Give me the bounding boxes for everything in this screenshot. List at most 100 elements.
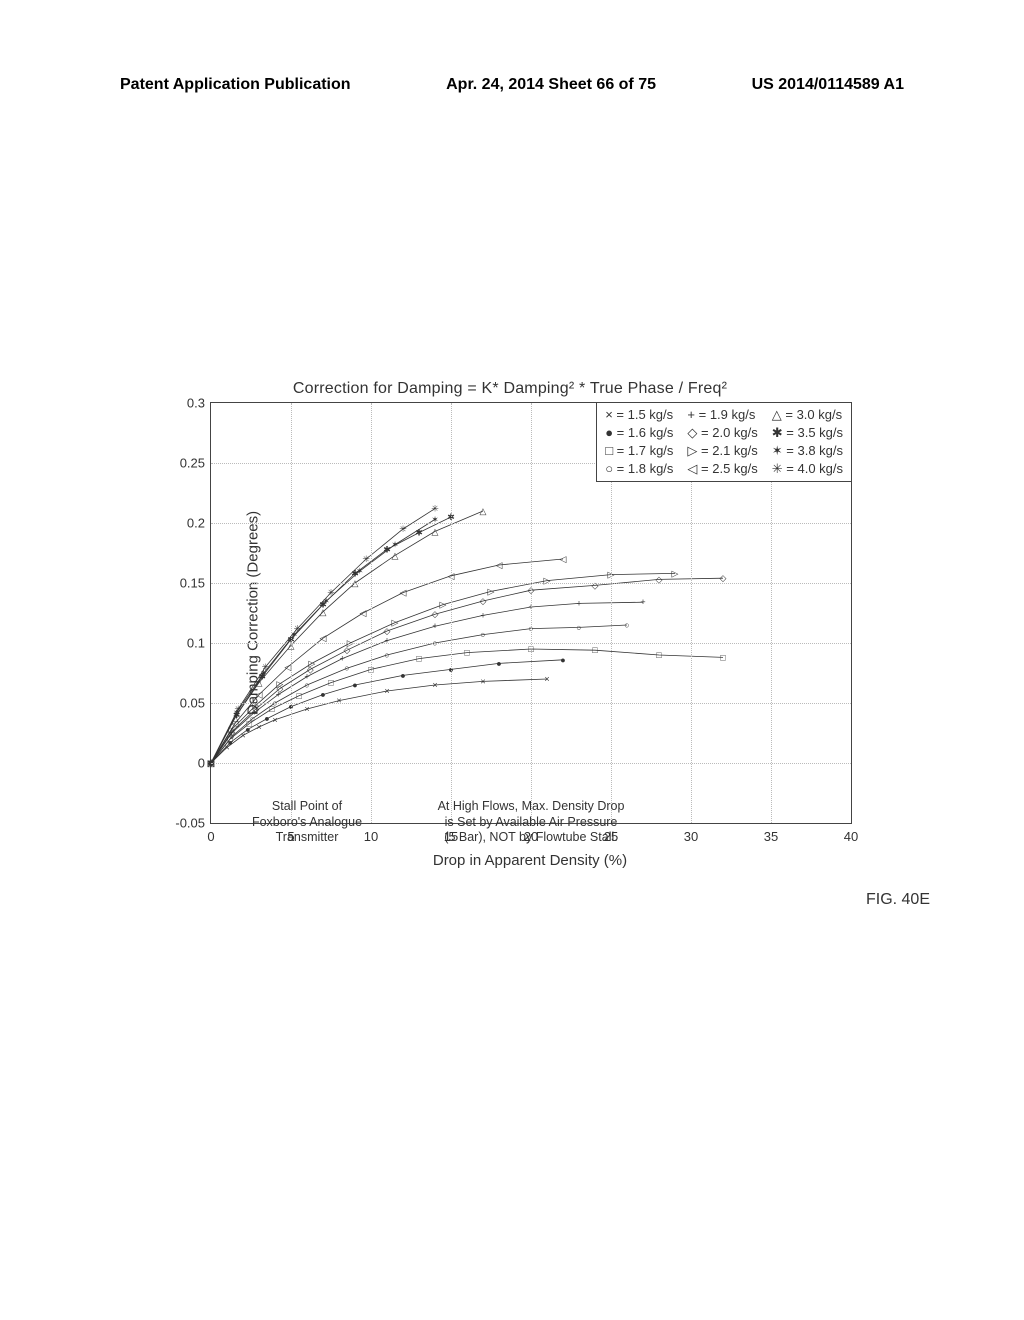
series-marker: × — [336, 696, 341, 706]
series-marker: ▷ — [544, 576, 551, 586]
plot-area: Damping Correction (Degrees) ×××××××××××… — [210, 402, 852, 824]
legend-item: ● = 1.6 kg/s — [605, 425, 673, 441]
series-marker: △ — [432, 526, 439, 536]
series-marker: ● — [400, 670, 405, 680]
chart-container: Correction for Damping = K* Damping² * T… — [130, 380, 890, 869]
legend-item: × = 1.5 kg/s — [605, 407, 673, 423]
y-tick-label: 0.15 — [180, 576, 205, 591]
y-tick-label: -0.05 — [175, 816, 205, 831]
series-marker: ✳ — [362, 554, 370, 564]
series-marker: ◁ — [360, 608, 367, 618]
series-marker: + — [576, 598, 581, 608]
chart-title: Correction for Damping = K* Damping² * T… — [130, 380, 890, 398]
series-marker: □ — [592, 645, 598, 655]
series-marker: ○ — [384, 650, 389, 660]
legend-item: ◁ = 2.5 kg/s — [687, 461, 757, 477]
legend-item: ✱ = 3.5 kg/s — [772, 425, 843, 441]
y-tick-label: 0.3 — [187, 396, 205, 411]
series-marker: □ — [656, 650, 662, 660]
series-marker: + — [480, 610, 485, 620]
series-marker: × — [480, 676, 485, 686]
series-marker: △ — [480, 506, 487, 516]
series-marker: △ — [392, 550, 399, 560]
series-marker: ○ — [344, 663, 349, 673]
figure-label: FIG. 40E — [866, 891, 930, 909]
series-marker: ◁ — [496, 560, 503, 570]
series-line — [211, 559, 563, 763]
series-marker: ○ — [576, 622, 581, 632]
legend: × = 1.5 kg/s + = 1.9 kg/s △ = 3.0 kg/s ● = … — [596, 402, 852, 482]
x-axis-label: Drop in Apparent Density (%) — [210, 852, 850, 869]
series-marker: ✳ — [234, 704, 242, 714]
series-marker: ▷ — [440, 600, 447, 610]
series-marker: ◇ — [480, 596, 487, 606]
annotation: Stall Point ofFoxboro's AnalogueTransmit… — [247, 799, 367, 846]
series-marker: × — [432, 680, 437, 690]
series-marker: ✳ — [399, 524, 407, 534]
series-marker: × — [384, 686, 389, 696]
annotation: At High Flows, Max. Density Dropis Set b… — [416, 799, 646, 846]
series-marker: □ — [720, 652, 726, 662]
series-marker: ● — [352, 680, 357, 690]
page-header: Patent Application Publication Apr. 24, … — [0, 76, 1024, 94]
y-tick-label: 0 — [198, 756, 205, 771]
y-tick-label: 0.1 — [187, 636, 205, 651]
gridline-horizontal — [211, 703, 851, 704]
series-marker: ✳ — [327, 588, 335, 598]
series-marker: ◁ — [320, 633, 327, 643]
series-marker: ● — [320, 690, 325, 700]
series-marker: ● — [496, 658, 501, 668]
series-marker: + — [432, 621, 437, 631]
series-marker: ▷ — [392, 618, 399, 628]
series-marker: ✳ — [431, 504, 439, 514]
series-marker: ◇ — [592, 580, 599, 590]
series-marker: + — [384, 636, 389, 646]
header-center: Apr. 24, 2014 Sheet 66 of 75 — [446, 76, 656, 94]
series-marker: ◁ — [400, 588, 407, 598]
legend-item: ◇ = 2.0 kg/s — [687, 425, 757, 441]
x-tick-label: 0 — [207, 829, 214, 844]
legend-item: ▷ = 2.1 kg/s — [687, 443, 757, 459]
series-marker: □ — [464, 648, 470, 658]
series-marker: ▷ — [488, 586, 495, 596]
series-marker: ✶ — [391, 540, 399, 550]
x-tick-label: 35 — [764, 829, 778, 844]
legend-item: □ = 1.7 kg/s — [605, 443, 673, 459]
series-marker: ▷ — [276, 679, 283, 689]
series-marker: ✳ — [294, 624, 302, 634]
legend-item: + = 1.9 kg/s — [687, 407, 757, 423]
gridline-horizontal — [211, 643, 851, 644]
gridline-vertical — [451, 403, 452, 823]
series-marker: ◁ — [560, 554, 567, 564]
series-marker: ● — [264, 714, 269, 724]
legend-item: ✳ = 4.0 kg/s — [772, 461, 843, 477]
y-tick-label: 0.05 — [180, 696, 205, 711]
series-marker: ○ — [624, 620, 629, 630]
header-right: US 2014/0114589 A1 — [752, 76, 904, 94]
series-marker: × — [544, 674, 549, 684]
series-marker: □ — [296, 691, 302, 701]
gridline-horizontal — [211, 763, 851, 764]
x-tick-label: 30 — [684, 829, 698, 844]
header-left: Patent Application Publication — [120, 76, 351, 94]
series-marker: □ — [328, 678, 334, 688]
gridline-vertical — [291, 403, 292, 823]
series-marker: □ — [416, 654, 422, 664]
series-marker: ○ — [480, 630, 485, 640]
gridline-horizontal — [211, 583, 851, 584]
legend-item: ○ = 1.8 kg/s — [605, 461, 673, 477]
series-marker: ▷ — [672, 568, 679, 578]
series-marker: ● — [560, 655, 565, 665]
series-marker: × — [304, 704, 309, 714]
gridline-vertical — [371, 403, 372, 823]
series-marker: × — [272, 715, 277, 725]
series-marker: ◁ — [256, 690, 263, 700]
gridline-horizontal — [211, 523, 851, 524]
series-marker: ▷ — [308, 658, 315, 668]
x-tick-label: 40 — [844, 829, 858, 844]
series-marker: ✳ — [262, 662, 270, 672]
series-marker: + — [640, 597, 645, 607]
legend-item: ✶ = 3.8 kg/s — [772, 443, 843, 459]
y-tick-label: 0.2 — [187, 516, 205, 531]
legend-item: △ = 3.0 kg/s — [772, 407, 843, 423]
